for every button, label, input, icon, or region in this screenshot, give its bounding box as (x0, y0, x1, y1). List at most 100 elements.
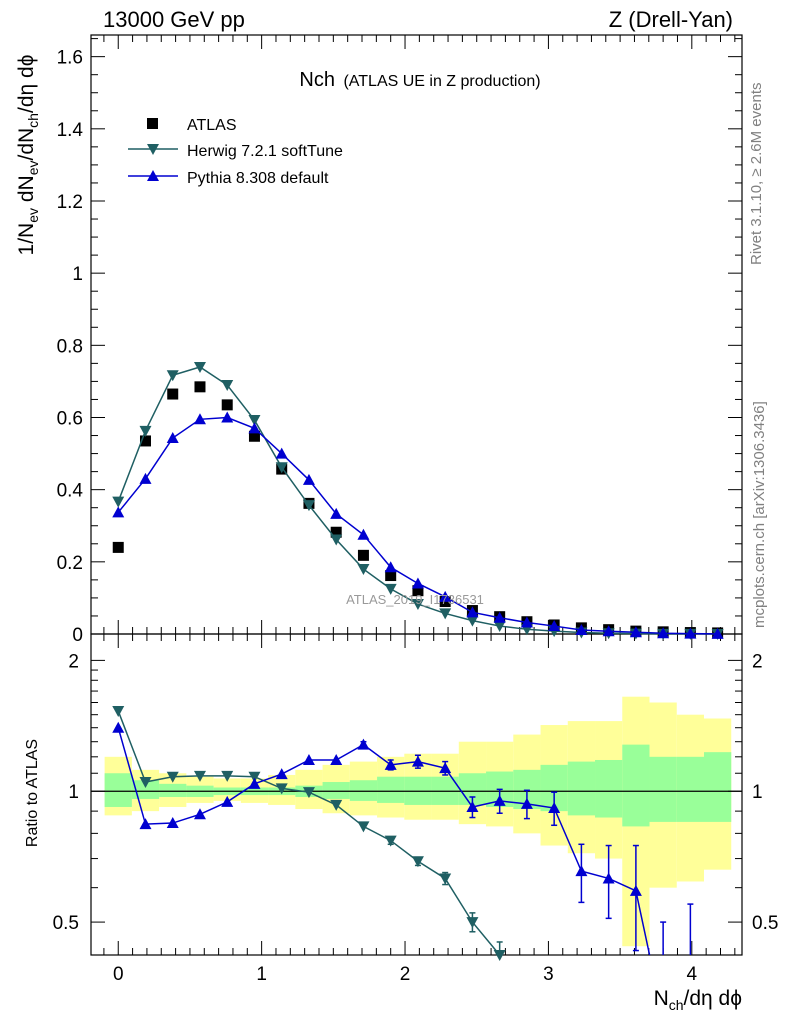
ratio-band-inner (567, 761, 596, 816)
herwig-point (139, 425, 152, 437)
pythia-point (112, 506, 125, 518)
herwig-ratio-point (221, 770, 234, 782)
pythia-ratio-point (602, 872, 615, 884)
pythia-ratio-point (302, 753, 315, 765)
header-left: 13000 GeV pp (103, 7, 245, 32)
x-tick-label: 3 (543, 964, 554, 985)
x-axis-label: Nch/dη dϕ (654, 987, 742, 1013)
atlas-point (112, 541, 124, 553)
pythia-ratio-point (629, 884, 642, 896)
ratio-plot-series (112, 705, 694, 961)
axes: 0 0.2 0.4 0.6 0.8 1 1.2 1.4 1.6 0 1 2 3 4 0.5 0.5 1 1 2 2 (53, 35, 778, 985)
ratio-y-axis-label: Ratio to ATLAS (24, 739, 41, 847)
main-y-tick-label: 1.2 (57, 192, 83, 213)
ratio-y-tick-label-right: 1 (752, 782, 763, 803)
pythia-point (629, 626, 642, 638)
herwig-ratio-point (193, 770, 206, 782)
pythia-point (493, 611, 506, 623)
atlas-point (330, 526, 342, 538)
pythia-point (248, 422, 261, 434)
pythia-point (357, 528, 370, 540)
herwig-point (466, 615, 479, 627)
ratio-band-inner (595, 759, 623, 818)
pythia-point (657, 627, 670, 639)
mcplots-label: mcplots.cern.ch [arXiv:1306.3436] (751, 401, 768, 628)
pythia-point (384, 561, 397, 573)
pythia-ratio-point (384, 758, 397, 770)
atlas-point (385, 570, 397, 582)
main-y-tick-label: 1 (72, 264, 83, 285)
herwig-ratio-point (166, 771, 179, 783)
ratio-band-inner (131, 780, 160, 799)
analysis-watermark: ATLAS_2019_I1736531 (346, 592, 484, 607)
x-tick-label: 4 (687, 964, 698, 985)
ratio-y-tick-label: 1 (68, 782, 79, 803)
herwig-ratio-point (493, 950, 506, 961)
pythia-point (520, 616, 533, 628)
pythia-ratio-point (193, 808, 206, 820)
legend-marker-pythia (147, 170, 159, 181)
ratio-y-tick-label: 0.5 (53, 913, 79, 934)
legend-label-herwig: Herwig 7.2.1 softTune (187, 143, 343, 160)
atlas-point (412, 585, 424, 597)
herwig-ratio-point (384, 835, 397, 847)
ratio-band-inner (622, 744, 650, 827)
herwig-point (112, 496, 125, 508)
ratio-band-inner (676, 756, 705, 822)
pythia-ratio-point (466, 800, 479, 812)
pythia-ratio-point (112, 721, 125, 733)
main-plot-series (112, 361, 724, 640)
herwig-ratio-point (466, 917, 479, 929)
herwig-point (493, 621, 506, 633)
main-y-tick-label: 1.4 (57, 120, 84, 141)
pythia-point (711, 627, 724, 639)
atlas-point (221, 399, 233, 411)
ratio-band-inner (159, 783, 187, 797)
ratio-band-inner (704, 752, 732, 822)
atlas-point (139, 435, 151, 447)
pythia-point (439, 590, 452, 602)
herwig-point (302, 500, 315, 512)
pythia-ratio-point (248, 777, 261, 789)
herwig-ratio-point (275, 783, 288, 795)
ratio-y-tick-label: 2 (68, 651, 79, 672)
pythia-point (466, 606, 479, 618)
herwig-ratio-line (117, 710, 501, 955)
atlas-point (167, 388, 179, 400)
ratio-plot-frame (90, 633, 743, 956)
pythia-ratio-line (117, 727, 651, 955)
pythia-point (548, 620, 561, 632)
main-y-tick-label: 0 (72, 625, 83, 646)
x-tick-label: 0 (113, 964, 124, 985)
atlas-point (194, 381, 206, 393)
herwig-point (439, 608, 452, 620)
herwig-ratio-point (112, 705, 125, 717)
pythia-point (193, 413, 206, 425)
main-y-tick-label: 0.2 (57, 553, 83, 574)
main-y-tick-label: 0.4 (57, 481, 84, 502)
main-y-tick-label: 0.6 (57, 408, 83, 429)
herwig-ratio-point (139, 777, 152, 789)
ratio-uncertainty-bands (91, 696, 742, 947)
herwig-point (330, 534, 343, 546)
herwig-ratio-point (357, 821, 370, 833)
herwig-point (193, 361, 206, 373)
main-y-tick-label: 1.6 (57, 48, 83, 69)
herwig-point (411, 599, 424, 611)
x-tick-label: 1 (256, 964, 267, 985)
pythia-ratio-point (575, 865, 588, 877)
pythia-ratio-point (330, 753, 343, 765)
main-y-axis-label: 1/Nev dNev/dNch/dη dϕ (15, 55, 41, 256)
pythia-ratio-point (493, 794, 506, 806)
pythia-point (166, 432, 179, 444)
plot-title: Nch (ATLAS UE in Z production) (299, 69, 540, 91)
pythia-ratio-point (548, 802, 561, 814)
atlas-point (357, 549, 369, 561)
herwig-ratio-point (411, 856, 424, 868)
main-y-tick-label: 0.8 (57, 336, 83, 357)
pythia-point (684, 627, 697, 639)
header-right: Z (Drell-Yan) (609, 7, 733, 32)
pythia-point (139, 472, 152, 484)
x-tick-label: 2 (400, 964, 411, 985)
